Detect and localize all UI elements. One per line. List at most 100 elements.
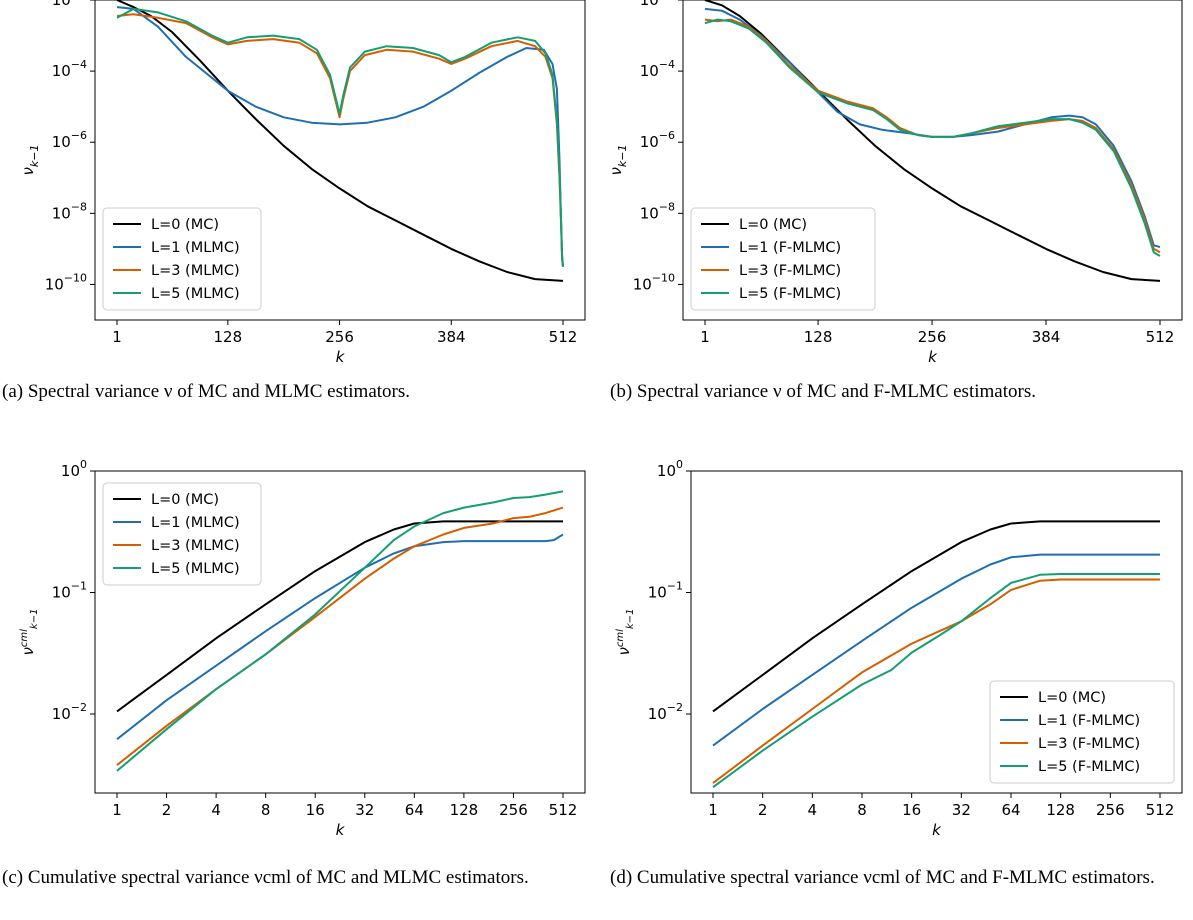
x-tick-label: 512 [549, 801, 578, 819]
series-line-L3 [712, 578, 1160, 784]
x-tick-label: 1 [112, 801, 122, 819]
y-tick-label-part: 10 [640, 133, 659, 151]
caption-c: (c) Cumulative spectral variance νcml of… [2, 866, 582, 889]
y-tick-label: 10−2 [52, 0, 87, 9]
x-tick-label: 2 [162, 801, 172, 819]
y-tick-label: 10−6 [640, 129, 675, 151]
legend-label: L=1 (MLMC) [151, 515, 240, 531]
y-axis-label: νk−1 [19, 145, 41, 176]
y-tick-label-part: −8 [659, 200, 675, 213]
legend-label: L=0 (MC) [1038, 690, 1106, 706]
x-tick-label: 16 [306, 801, 325, 819]
legend-label: L=1 (F-MLMC) [1038, 713, 1140, 729]
y-axis-label-text-part: ν [615, 647, 633, 655]
legend-box [989, 680, 1175, 784]
series-line-L0 [116, 0, 564, 282]
legend-label: L=3 (F-MLMC) [1038, 736, 1140, 752]
x-tick-label: 128 [450, 801, 479, 819]
legend-label: L=3 (MLMC) [151, 263, 240, 279]
y-tick-label-part: 10 [640, 62, 659, 80]
legend-label: L=1 (MLMC) [151, 240, 240, 256]
x-tick-label: 1 [700, 328, 710, 346]
legend-label: L=3 (F-MLMC) [739, 263, 841, 279]
series-line-L1 [116, 6, 564, 267]
x-tick-label: 256 [325, 328, 354, 346]
x-tick-label: 32 [952, 801, 971, 819]
y-tick-label-part: 10 [633, 275, 652, 293]
x-tick-label: 384 [437, 328, 466, 346]
legend-a: L=0 (MC) L=1 (MLMC) L=3 (MLMC) L=5 (MLMC) [102, 207, 262, 311]
y-axis-label-text-part: ν [19, 167, 37, 175]
y-axis-label-text-part: ν [19, 647, 37, 655]
x-tick-label: 8 [261, 801, 271, 819]
y-tick-label-part: −2 [667, 701, 683, 714]
y-tick-label-part: 10 [52, 705, 71, 723]
y-tick-label-part: 10 [657, 462, 676, 480]
caption-a-text: (a) Spectral variance ν of MC and MLMC e… [2, 381, 411, 402]
y-tick-label: 10−1 [52, 580, 87, 602]
legend-label: L=5 (MLMC) [151, 286, 240, 302]
x-axis-label: k [928, 348, 938, 366]
y-tick-label-part: −6 [71, 129, 87, 142]
y-tick-label-part: 0 [676, 458, 683, 471]
plot-frame-d [690, 470, 1183, 794]
y-tick-label-part: −8 [71, 200, 87, 213]
y-axis-label-text: νcmlk−1 [19, 609, 40, 656]
y-tick-label-part: −10 [652, 271, 675, 284]
x-tick-label: 4 [808, 801, 818, 819]
y-tick-label-part: −1 [71, 580, 87, 593]
caption-c-text: (c) Cumulative spectral variance νcml of… [2, 867, 529, 888]
x-axis-label: k [336, 348, 346, 366]
y-axis-label: νcmlk−1 [19, 609, 40, 656]
y-tick-label-part: −4 [71, 58, 87, 71]
y-tick-label-part: −10 [64, 271, 87, 284]
x-tick-label: 1 [708, 801, 718, 819]
x-tick-label: 384 [1032, 328, 1061, 346]
x-tick-label: 128 [214, 328, 243, 346]
x-axis-label: k [336, 821, 346, 839]
chart-b: 1128256384512k10−210−410−610−810−10νk−1L… [607, 0, 1183, 366]
legend-box [690, 207, 876, 311]
y-tick-label: 10−1 [648, 580, 683, 602]
y-tick-label-part: 10 [52, 204, 71, 222]
y-tick-label: 10−2 [640, 0, 675, 9]
y-tick-label-part: 10 [640, 204, 659, 222]
series-line-L0 [116, 520, 563, 713]
y-tick-label-part: −1 [667, 580, 683, 593]
y-tick-label: 10−8 [52, 200, 87, 222]
y-tick-label-part: 10 [52, 0, 71, 9]
series-line-L5 [116, 490, 564, 772]
x-tick-label: 256 [1096, 801, 1125, 819]
y-tick-label: 100 [61, 458, 87, 480]
x-tick-label: 1 [112, 328, 122, 346]
series-line-L0 [712, 520, 1160, 713]
x-tick-label: 512 [1146, 328, 1175, 346]
y-axis-label: νk−1 [607, 145, 629, 176]
legend-box [102, 207, 262, 311]
y-tick-label-part: 0 [80, 458, 87, 471]
series-line-L5 [116, 7, 564, 267]
y-tick-label-part: −6 [659, 129, 675, 142]
legend-label: L=0 (MC) [739, 217, 807, 233]
x-tick-label: 2 [758, 801, 768, 819]
series-line-L1 [712, 553, 1160, 747]
legend-label: L=5 (MLMC) [151, 561, 240, 577]
caption-b: (b) Spectral variance ν of MC and F-MLMC… [610, 380, 1188, 403]
y-axis-label-text-part: k−1 [28, 145, 41, 168]
x-tick-label: 256 [499, 801, 528, 819]
y-tick-label-part: 10 [648, 584, 667, 602]
x-tick-label: 4 [211, 801, 221, 819]
caption-d-text: (d) Cumulative spectral variance νcml of… [610, 867, 1155, 888]
x-tick-label: 8 [857, 801, 867, 819]
legend-c: L=0 (MC) L=1 (MLMC) L=3 (MLMC) L=5 (MLMC) [102, 482, 262, 586]
y-tick-label: 10−8 [640, 200, 675, 222]
x-tick-label: 64 [1001, 801, 1020, 819]
y-tick-label: 100 [657, 458, 683, 480]
chart-d: 1 2 4 8 16 32 64 128 256 512k10010−110−2νcmlk−1L=… [615, 458, 1183, 839]
caption-a: (a) Spectral variance ν of MC and MLMC e… [2, 380, 582, 403]
y-axis-label-text-part: k−1 [29, 609, 40, 630]
y-axis-label-text: νk−1 [607, 145, 629, 176]
y-axis-label-text: νk−1 [19, 145, 41, 176]
x-tick-label: 128 [1046, 801, 1075, 819]
